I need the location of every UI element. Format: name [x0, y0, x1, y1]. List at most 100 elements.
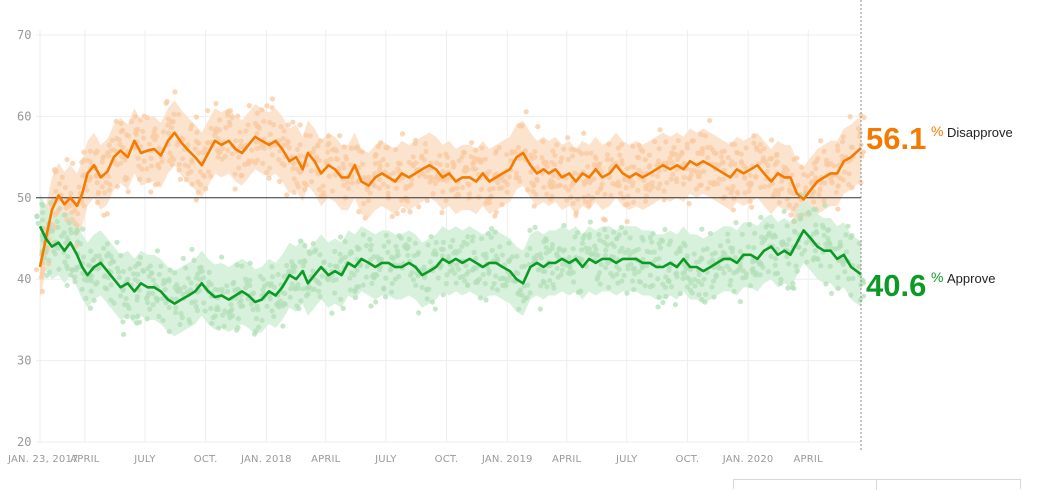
poll-dot [615, 280, 621, 286]
poll-dot [843, 232, 849, 238]
poll-dot [778, 276, 784, 282]
poll-dot [213, 101, 219, 107]
poll-dot [212, 313, 219, 319]
poll-dot [297, 238, 304, 244]
poll-dot [147, 306, 153, 312]
poll-dot [109, 137, 115, 143]
poll-dot [544, 191, 550, 197]
poll-dot [742, 190, 748, 196]
poll-dot [668, 150, 675, 156]
poll-dot [748, 204, 755, 210]
poll-dot [486, 168, 492, 175]
poll-dot [202, 173, 208, 179]
poll-dot [725, 154, 731, 161]
poll-dot [691, 251, 697, 257]
poll-dot [47, 269, 53, 275]
poll-dot [376, 176, 383, 183]
poll-dot [156, 271, 162, 278]
poll-dot [772, 271, 778, 277]
poll-dot [622, 230, 628, 236]
poll-dot [118, 252, 124, 259]
poll-dot [259, 107, 265, 113]
poll-dot [842, 169, 848, 175]
poll-dot [195, 150, 202, 156]
poll-dot [657, 245, 664, 251]
poll-dot [813, 230, 820, 236]
poll-dot [623, 185, 629, 191]
poll-dot [277, 178, 283, 185]
poll-dot [224, 283, 230, 289]
poll-dot [803, 185, 809, 191]
poll-dot [757, 148, 764, 154]
poll-dot [784, 253, 790, 260]
poll-dot [671, 145, 677, 151]
poll-dot [539, 155, 545, 161]
x-tick-label: JAN. 2019 [481, 454, 533, 465]
poll-dot [720, 159, 726, 165]
poll-dot [257, 273, 263, 279]
poll-dot [861, 293, 867, 299]
poll-dot [148, 163, 155, 169]
poll-dot [662, 226, 668, 233]
poll-dot [582, 199, 589, 205]
poll-dot [351, 272, 357, 278]
poll-dot [656, 146, 662, 152]
poll-dot [813, 222, 819, 228]
poll-dot [828, 177, 834, 183]
poll-dot [389, 280, 395, 287]
poll-dot [493, 150, 499, 156]
poll-dot [635, 187, 641, 194]
poll-dot [599, 181, 605, 187]
poll-dot [88, 248, 94, 254]
poll-dot [389, 213, 395, 220]
poll-dot [781, 208, 787, 215]
poll-dot [364, 263, 370, 269]
poll-dot [767, 156, 773, 162]
poll-dot [159, 158, 165, 165]
poll-dot [450, 164, 457, 170]
poll-dot [39, 217, 46, 223]
poll-dot [846, 276, 852, 282]
poll-dot [586, 231, 593, 238]
poll-dot [310, 149, 316, 155]
poll-dot [159, 295, 166, 302]
poll-dot [550, 173, 556, 179]
poll-dot [670, 171, 676, 177]
poll-dot [801, 171, 807, 178]
poll-dot [349, 249, 355, 256]
poll-dot [825, 238, 832, 244]
poll-dot [503, 283, 509, 289]
poll-dot [624, 218, 630, 225]
poll-dot [187, 320, 193, 326]
poll-dot [181, 284, 188, 290]
poll-dot [125, 189, 131, 195]
poll-dot [137, 176, 143, 182]
poll-dot [367, 190, 373, 196]
poll-dot [364, 187, 370, 193]
poll-dot [611, 229, 617, 235]
poll-dot [367, 247, 374, 253]
poll-dot [383, 232, 389, 238]
poll-dot [249, 147, 255, 153]
poll-dot [586, 203, 592, 209]
poll-dot [178, 310, 184, 317]
poll-dot [135, 261, 141, 267]
poll-dot [316, 157, 323, 164]
x-tick-label: JULY [615, 454, 638, 465]
poll-dot [775, 191, 782, 197]
poll-dot [543, 250, 549, 256]
poll-dot [777, 280, 784, 286]
poll-dot [294, 146, 301, 153]
poll-dot [497, 185, 503, 191]
poll-dot [732, 161, 738, 167]
poll-dot [337, 258, 344, 264]
poll-dot [515, 270, 521, 277]
poll-dot [385, 249, 391, 255]
poll-dot [427, 259, 433, 265]
poll-dot [673, 176, 680, 182]
poll-dot [382, 294, 389, 300]
poll-dot [660, 299, 666, 306]
poll-dot [83, 295, 89, 301]
x-tick-label: JAN. 23, 2017 [7, 454, 79, 465]
poll-dot [202, 186, 209, 192]
